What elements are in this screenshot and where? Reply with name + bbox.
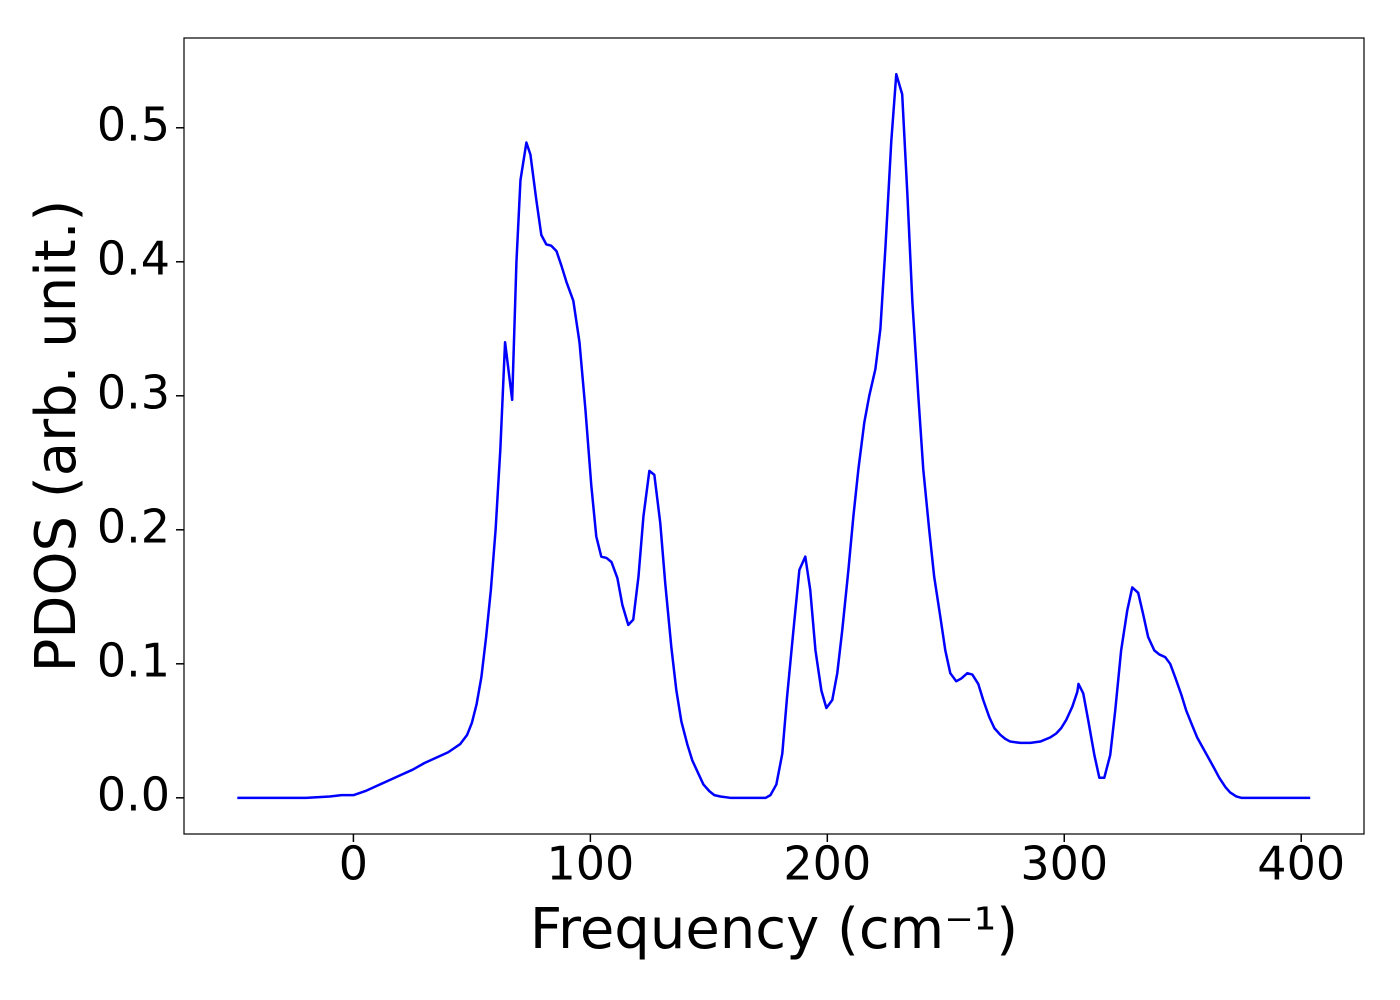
y-tick-label: 0.0 [97, 767, 170, 821]
data-line [237, 72, 1311, 800]
x-tick-label: 400 [1257, 837, 1345, 891]
x-tick-label: 300 [1020, 837, 1108, 891]
x-tick-label: 0 [339, 837, 368, 891]
y-tick-label: 0.4 [97, 231, 170, 285]
y-tick-label: 0.3 [97, 365, 170, 419]
y-tick-label: 0.1 [97, 633, 170, 687]
x-tick-label: 100 [546, 837, 634, 891]
y-tick-label: 0.5 [97, 97, 170, 151]
x-axis-label: Frequency (cm⁻¹) [530, 897, 1018, 962]
y-axis-label: PDOS (arb. unit.) [24, 200, 89, 673]
y-tick-label: 0.2 [97, 499, 170, 553]
x-tick-label: 200 [783, 837, 871, 891]
plot-frame [183, 37, 1365, 835]
